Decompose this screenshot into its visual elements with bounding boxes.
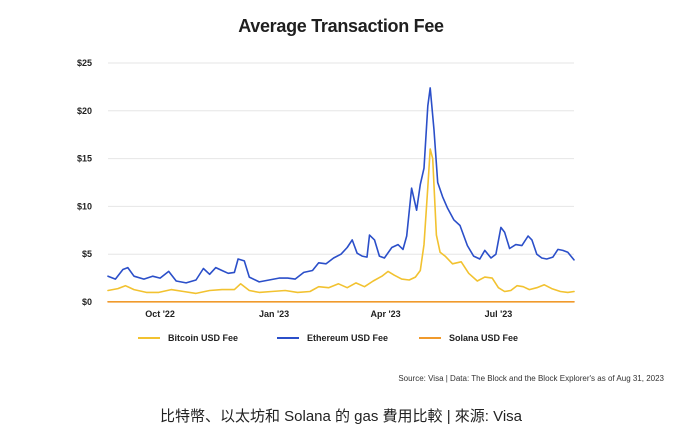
source-note: Source: Visa | Data: The Block and the B… <box>398 374 664 383</box>
y-tick-label: $25 <box>77 58 92 68</box>
legend: Bitcoin USD Fee Ethereum USD Fee Solana … <box>0 333 682 349</box>
y-tick-labels: $0 $5 $10 $15 $20 $25 <box>77 58 92 307</box>
legend-item-solana: Solana USD Fee <box>419 333 518 343</box>
legend-swatch-bitcoin <box>138 337 160 339</box>
y-tick-label: $20 <box>77 106 92 116</box>
legend-swatch-ethereum <box>277 337 299 339</box>
legend-item-bitcoin: Bitcoin USD Fee <box>138 333 238 343</box>
legend-item-ethereum: Ethereum USD Fee <box>277 333 388 343</box>
x-tick-labels: Oct '22 Jan '23 Apr '23 Jul '23 <box>145 309 512 319</box>
x-tick-label: Jan '23 <box>259 309 289 319</box>
y-tick-label: $0 <box>82 297 92 307</box>
y-tick-label: $15 <box>77 154 92 164</box>
series-lines <box>107 87 575 303</box>
chart-title: Average Transaction Fee <box>238 16 444 36</box>
legend-swatch-solana <box>419 337 441 339</box>
x-tick-label: Jul '23 <box>485 309 513 319</box>
series-line-ethereum <box>107 87 575 284</box>
y-tick-label: $10 <box>77 201 92 211</box>
x-tick-label: Oct '22 <box>145 309 175 319</box>
legend-label-bitcoin: Bitcoin USD Fee <box>168 333 239 343</box>
x-tick-label: Apr '23 <box>371 309 401 319</box>
legend-label-solana: Solana USD Fee <box>449 333 519 343</box>
gridlines <box>108 62 574 303</box>
series-line-bitcoin <box>107 148 575 295</box>
legend-label-ethereum: Ethereum USD Fee <box>307 333 389 343</box>
image-caption: 比特幣、以太坊和 Solana 的 gas 費用比較 | 來源: Visa <box>159 408 523 425</box>
y-tick-label: $5 <box>82 249 92 259</box>
